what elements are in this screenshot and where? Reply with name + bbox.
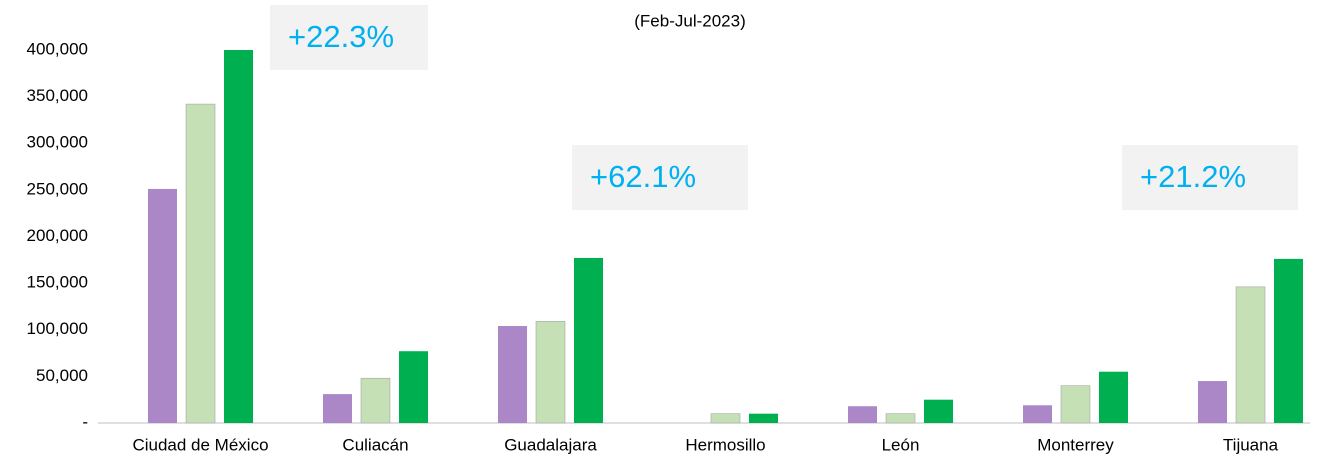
bar — [535, 321, 566, 424]
bar — [148, 188, 177, 423]
y-tick-label: 350,000 — [27, 86, 88, 105]
annotation-box — [572, 145, 748, 210]
y-tick-label: 150,000 — [27, 273, 88, 292]
bar — [848, 406, 877, 423]
y-tick-label: 100,000 — [27, 319, 88, 338]
annotation: +21.2% — [1140, 159, 1246, 194]
bar — [1235, 286, 1266, 424]
y-tick-label: 200,000 — [27, 226, 88, 245]
y-tick-label: - — [82, 412, 88, 431]
annotation-box — [270, 5, 428, 70]
x-tick-label: Ciudad de México — [132, 435, 268, 454]
bar — [574, 257, 603, 423]
bar — [1198, 381, 1227, 423]
bar — [1274, 258, 1303, 423]
y-tick-label: 400,000 — [27, 39, 88, 58]
bar — [399, 351, 428, 423]
chart-title: (Feb-Jul-2023) — [634, 11, 746, 30]
bar — [224, 50, 253, 423]
x-tick-label: León — [882, 435, 920, 454]
bar — [1060, 385, 1091, 424]
y-tick-label: 250,000 — [27, 179, 88, 198]
bar — [1099, 371, 1128, 423]
bar — [1023, 405, 1052, 423]
bar — [924, 399, 953, 423]
bar — [323, 394, 352, 423]
y-tick-label: 50,000 — [36, 366, 88, 385]
bar — [360, 377, 391, 424]
bar — [498, 326, 527, 423]
annotation-box — [1122, 145, 1298, 210]
y-tick-label: 300,000 — [27, 133, 88, 152]
annotation: +22.3% — [288, 19, 394, 54]
x-tick-label: Tijuana — [1223, 435, 1279, 454]
x-tick-label: Culiacán — [342, 435, 408, 454]
x-tick-label: Guadalajara — [504, 435, 597, 454]
bar — [749, 413, 778, 423]
bar — [710, 413, 741, 424]
bar — [185, 103, 216, 424]
x-tick-label: Monterrey — [1037, 435, 1114, 454]
bar — [885, 413, 916, 424]
annotation: +62.1% — [590, 159, 696, 194]
x-tick-label: Hermosillo — [685, 435, 765, 454]
